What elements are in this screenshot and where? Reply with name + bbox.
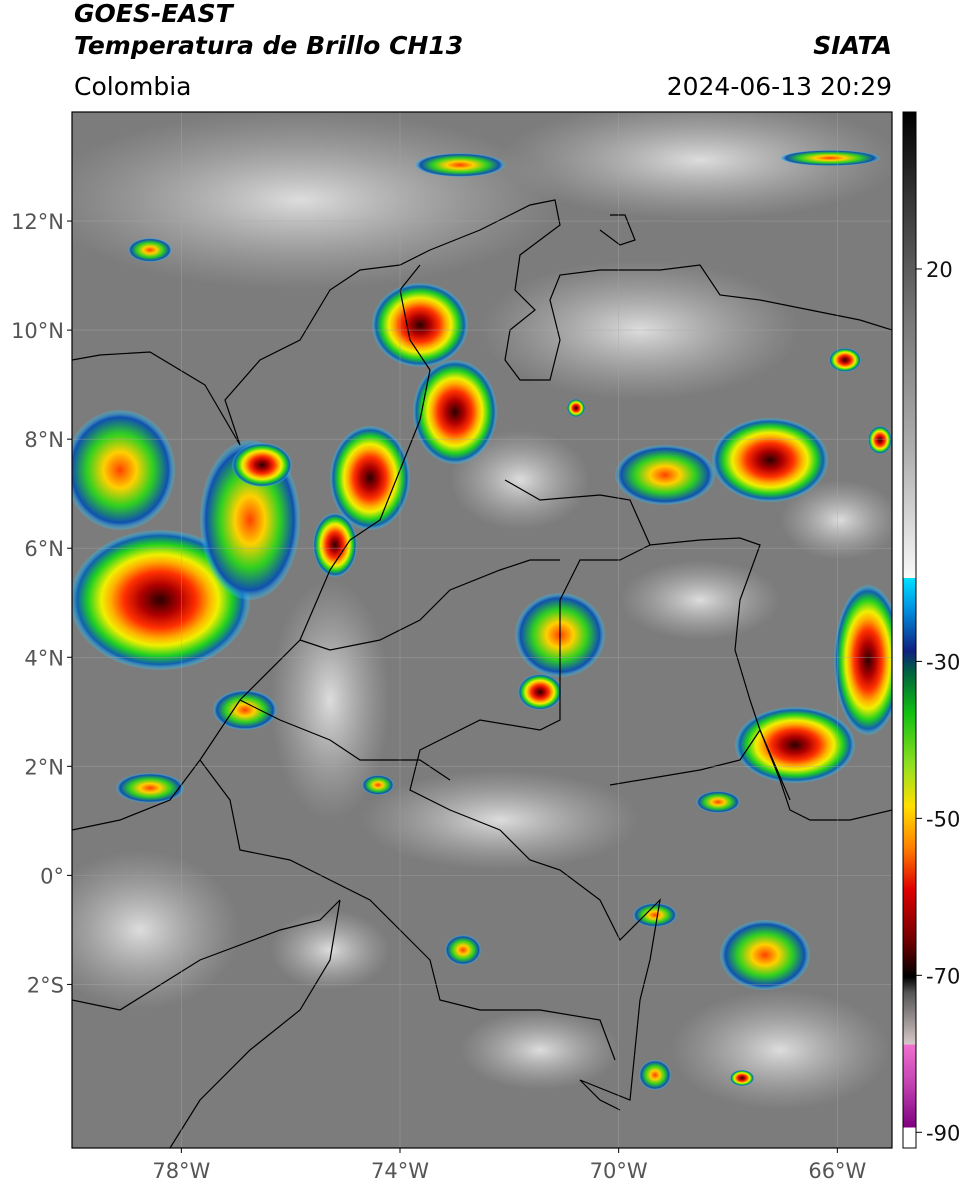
colorbar-tick-label: -90	[926, 1121, 960, 1145]
convective-cells	[72, 150, 892, 1090]
region: Colombia	[74, 72, 191, 101]
colorbar-tick-label: 20	[926, 258, 953, 282]
y-tick-label: 0°	[40, 864, 64, 888]
y-tick-label: 12°N	[11, 210, 64, 234]
x-tick-label: 74°W	[371, 1159, 429, 1183]
y-tick-label: 6°N	[24, 537, 64, 561]
grid	[72, 112, 892, 1148]
source: SIATA	[813, 31, 892, 60]
colorbar	[902, 111, 917, 1149]
x-tick-label: 66°W	[808, 1159, 866, 1183]
y-tick-label: 8°N	[24, 428, 64, 452]
x-tick-label: 78°W	[152, 1159, 210, 1183]
x-tick-label: 70°W	[590, 1159, 648, 1183]
colorbar-tick-label: -70	[926, 964, 960, 988]
y-tick-label: 2°N	[24, 755, 64, 779]
satellite-image	[72, 112, 892, 1148]
y-tick-label: 10°N	[11, 319, 64, 343]
map-frame	[71, 111, 893, 1149]
y-tick-label: 4°N	[24, 646, 64, 670]
colorbar-tick-label: -30	[926, 650, 960, 674]
product: Temperatura de Brillo CH13	[74, 31, 463, 60]
borders	[72, 199, 892, 1148]
satellite: GOES-EAST	[74, 0, 235, 28]
colorbar-tick-label: -50	[926, 807, 960, 831]
datetime: 2024-06-13 20:29	[667, 72, 892, 101]
y-tick-label: 2°S	[27, 973, 64, 997]
